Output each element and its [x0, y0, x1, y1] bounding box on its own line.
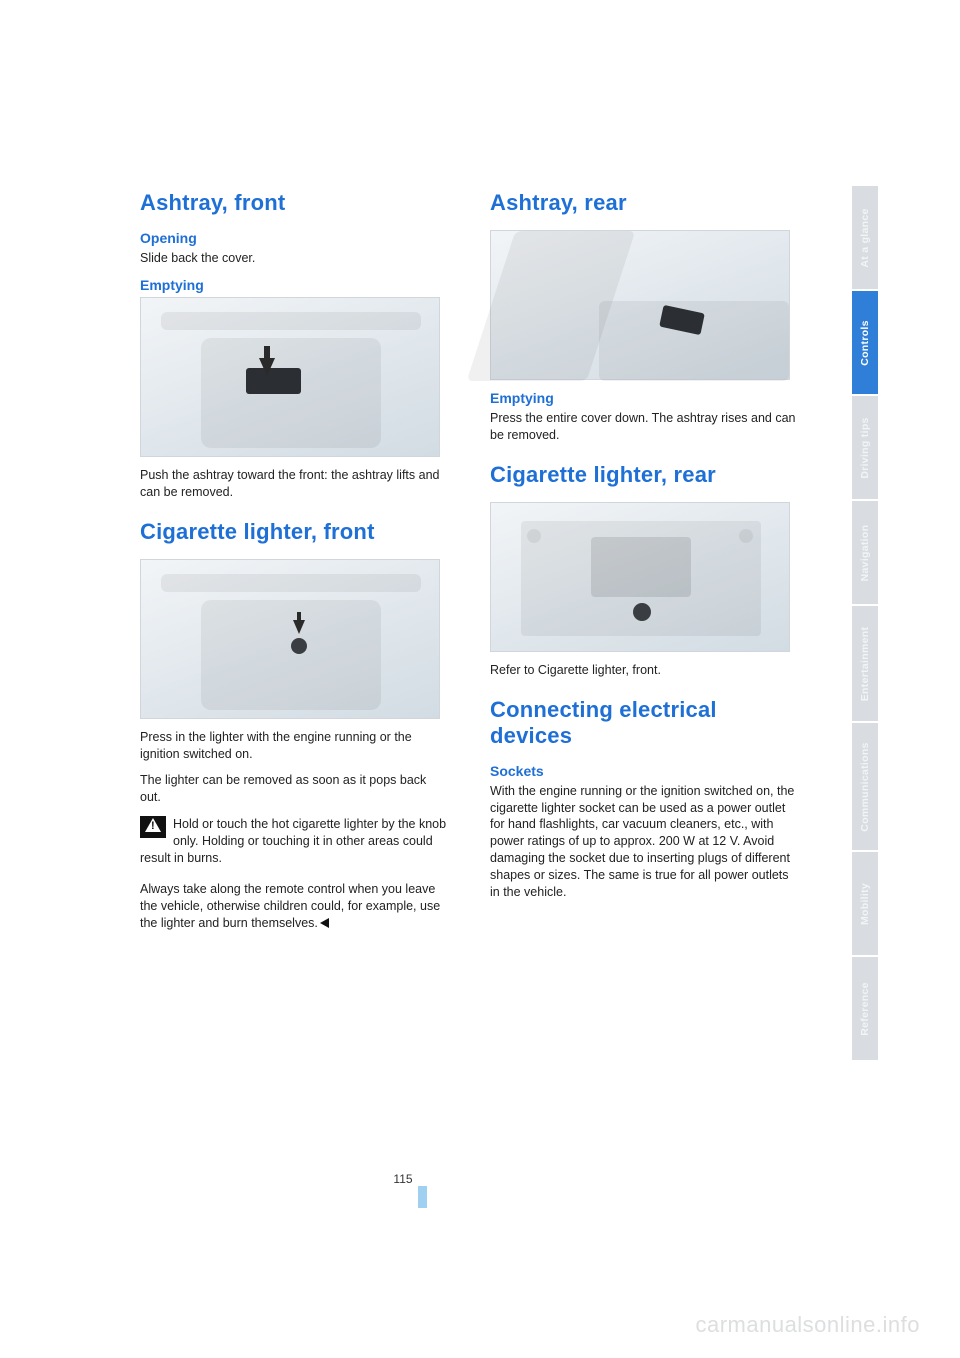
figure-lighter-front — [140, 559, 440, 719]
side-tab-label: Communications — [859, 742, 871, 831]
text-sockets: With the engine running or the ignition … — [490, 783, 800, 901]
side-tab-label: Entertainment — [859, 626, 871, 701]
text-warn-1: Hold or touch the hot cigarette lighter … — [140, 816, 450, 867]
text-lighter-1: Press in the lighter with the engine run… — [140, 729, 450, 763]
figure-ashtray-rear — [490, 230, 790, 380]
figure-lighter-rear — [490, 502, 790, 652]
arrow-down-icon — [259, 358, 275, 376]
side-tab-label: At a glance — [859, 208, 871, 267]
heading-connecting: Connecting electrical devices — [490, 697, 800, 749]
side-tab-label: Navigation — [859, 524, 871, 581]
right-column: Ashtray, rear Emptying Press the entire … — [490, 190, 800, 941]
text-emptying-rear: Press the entire cover down. The ashtray… — [490, 410, 800, 444]
side-tab-label: Controls — [859, 320, 871, 366]
side-tab[interactable]: Communications — [852, 723, 878, 850]
subhead-emptying-rear: Emptying — [490, 390, 800, 406]
side-tab[interactable]: Navigation — [852, 501, 878, 604]
text-emptying-front: Push the ashtray toward the front: the a… — [140, 467, 450, 501]
text-lighter-rear: Refer to Cigarette lighter, front. — [490, 662, 800, 679]
side-tab[interactable]: Reference — [852, 957, 878, 1060]
side-tab-label: Reference — [859, 982, 871, 1035]
subhead-opening: Opening — [140, 230, 450, 246]
side-tab-label: Driving tips — [859, 417, 871, 478]
text-warn-2: Always take along the remote control whe… — [140, 881, 450, 932]
page-number: 115 — [393, 1172, 426, 1186]
side-tab[interactable]: Mobility — [852, 852, 878, 955]
text-opening: Slide back the cover. — [140, 250, 450, 267]
arrow-down-icon — [293, 620, 305, 634]
end-marker-icon — [320, 918, 329, 928]
warning-block: ! Hold or touch the hot cigarette lighte… — [140, 816, 450, 871]
heading-ashtray-rear: Ashtray, rear — [490, 190, 800, 216]
left-column: Ashtray, front Opening Slide back the co… — [140, 190, 450, 941]
content-area: Ashtray, front Opening Slide back the co… — [140, 190, 800, 941]
subhead-sockets: Sockets — [490, 763, 800, 779]
figure-ashtray-front — [140, 297, 440, 457]
page-number-wrap: 115 — [0, 1170, 820, 1188]
side-tab-label: Mobility — [859, 882, 871, 924]
watermark: carmanualsonline.info — [695, 1312, 920, 1338]
side-tab[interactable]: Controls — [852, 291, 878, 394]
side-tabs: At a glance Controls Driving tips Navigatio… — [852, 186, 878, 1062]
side-tab[interactable]: Driving tips — [852, 396, 878, 499]
text-lighter-2: The lighter can be removed as soon as it… — [140, 772, 450, 806]
heading-lighter-front: Cigarette lighter, front — [140, 519, 450, 545]
warning-icon: ! — [140, 816, 166, 838]
subhead-emptying-front: Emptying — [140, 277, 450, 293]
side-tab[interactable]: At a glance — [852, 186, 878, 289]
heading-ashtray-front: Ashtray, front — [140, 190, 450, 216]
heading-lighter-rear: Cigarette lighter, rear — [490, 462, 800, 488]
side-tab[interactable]: Entertainment — [852, 606, 878, 721]
text-warn-2-content: Always take along the remote control whe… — [140, 882, 440, 930]
